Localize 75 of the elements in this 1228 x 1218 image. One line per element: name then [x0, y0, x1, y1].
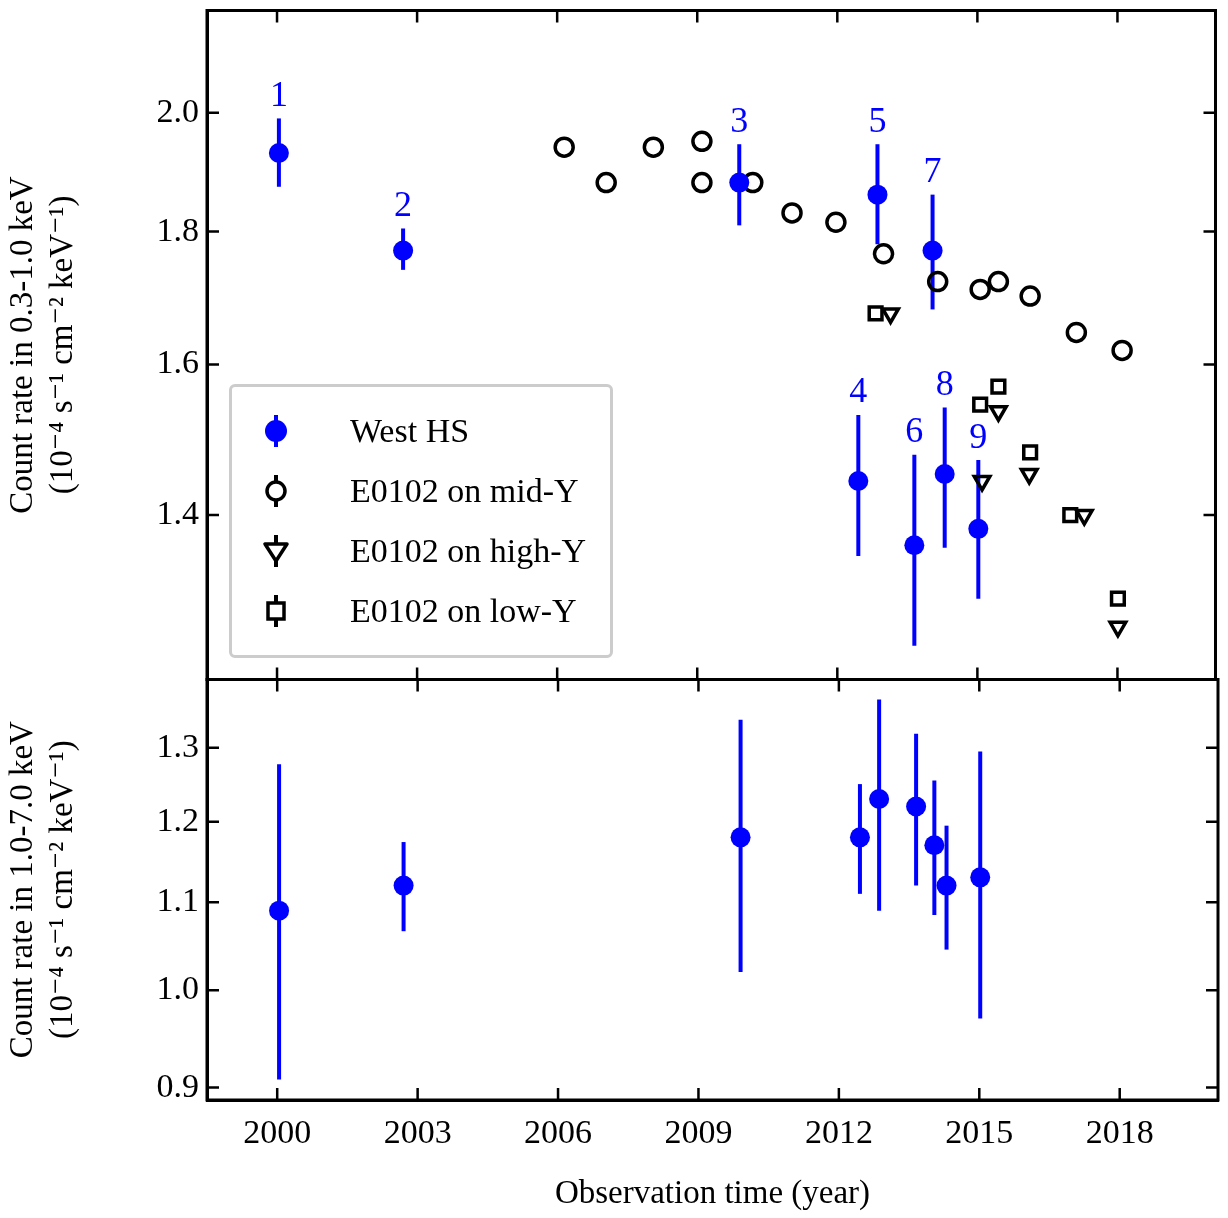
- y-tick-label: 1.6: [156, 343, 199, 381]
- x-tick-label: 2006: [524, 1113, 593, 1151]
- point: [924, 835, 945, 856]
- annotation: 5: [868, 99, 887, 140]
- x-tick-label: 2003: [383, 1113, 452, 1151]
- point: [781, 202, 803, 224]
- point: [1019, 467, 1039, 485]
- y-tick-label: 1.8: [156, 210, 199, 248]
- point: [1074, 508, 1094, 526]
- point: [553, 136, 575, 158]
- y-axis-title: Count rate in 0.3-1.0 keV (10⁻⁴ s⁻¹ cm⁻² keV⁻¹): [3, 176, 81, 514]
- annotation: 3: [730, 99, 749, 140]
- point: [825, 211, 847, 233]
- point: [969, 278, 991, 301]
- legend-label: West HS: [350, 411, 470, 450]
- y-tick-label: 1.1: [156, 881, 199, 919]
- point: [904, 535, 925, 556]
- point: [867, 184, 888, 205]
- point: [848, 470, 869, 491]
- point: [872, 243, 895, 265]
- point: [729, 172, 750, 193]
- legend-label: E0102 on low-Y: [350, 591, 577, 630]
- point: [1109, 590, 1127, 607]
- annotation: 6: [905, 410, 924, 451]
- x-axis-title: Observation time (year): [554, 1173, 871, 1211]
- point: [1062, 506, 1079, 524]
- annotation: 4: [849, 370, 868, 411]
- point: [642, 136, 665, 158]
- point: [922, 240, 943, 261]
- annotation: 9: [969, 415, 988, 456]
- point: [869, 789, 890, 809]
- point: [1065, 321, 1088, 344]
- point: [970, 867, 991, 888]
- point: [867, 305, 884, 322]
- x-tick-label: 2009: [664, 1113, 733, 1151]
- point: [936, 875, 957, 896]
- y-tick-label: 1.3: [156, 726, 199, 764]
- x-tick-label: 2000: [243, 1113, 312, 1151]
- y-tick-label: 1.4: [156, 494, 199, 532]
- legend-label: E0102 on mid-Y: [350, 471, 579, 510]
- point: [691, 130, 713, 153]
- point: [990, 378, 1007, 395]
- legend-label: E0102 on high-Y: [350, 531, 587, 570]
- y-axis-title: Count rate in 1.0-7.0 keV (10⁻⁴ s⁻¹ cm⁻² keV⁻¹): [3, 720, 81, 1059]
- point: [730, 827, 751, 848]
- annotation: 8: [935, 363, 954, 404]
- point: [934, 463, 955, 484]
- point: [269, 900, 290, 921]
- point: [849, 827, 870, 848]
- point: [987, 270, 1010, 293]
- point: [926, 270, 949, 293]
- x-tick-label: 2015: [945, 1113, 1014, 1151]
- y-tick-label: 0.9: [156, 1066, 199, 1104]
- point: [393, 875, 414, 896]
- point: [972, 474, 992, 492]
- point: [968, 518, 989, 539]
- point: [988, 405, 1008, 422]
- annotation: 1: [269, 73, 288, 114]
- point: [1108, 620, 1128, 638]
- y-tick-label: 1.0: [156, 969, 199, 1007]
- y-tick-label: 1.2: [156, 800, 199, 838]
- point: [691, 171, 713, 194]
- point: [1019, 285, 1041, 307]
- point: [393, 240, 414, 261]
- point: [268, 142, 289, 163]
- y-tick-label: 2.0: [156, 91, 199, 129]
- annotation: 2: [394, 183, 413, 224]
- point: [595, 171, 617, 194]
- point: [972, 396, 989, 413]
- annotation: 7: [923, 150, 942, 191]
- point: [1022, 444, 1039, 461]
- point: [1111, 339, 1133, 362]
- x-tick-label: 2018: [1085, 1113, 1154, 1151]
- x-tick-label: 2012: [804, 1113, 873, 1151]
- point: [906, 796, 927, 817]
